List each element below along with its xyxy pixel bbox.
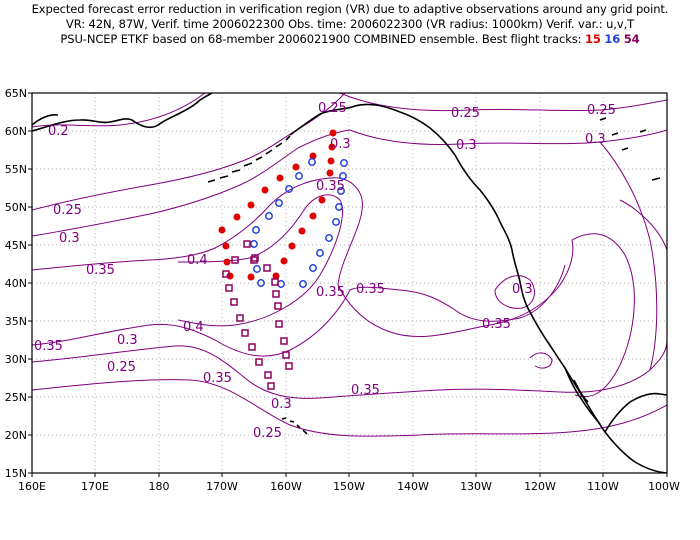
baja bbox=[564, 367, 601, 425]
contour-label: 0.3 bbox=[59, 231, 80, 246]
contour-0.25-right bbox=[619, 199, 667, 251]
header-tracks-line: PSU-NCEP ETKF based on 68-member 2006021… bbox=[0, 32, 700, 47]
contour-labels: 0.25 0.25 0.25 0.2 0.3 0.3 0.25 0.3 0.35… bbox=[34, 101, 616, 441]
contour-label: 0.35 bbox=[316, 179, 345, 194]
lon-label: 160W bbox=[270, 480, 302, 493]
alaska-coast bbox=[32, 93, 213, 132]
contour-label: 0.2 bbox=[48, 124, 69, 139]
lat-label: 65N bbox=[5, 87, 27, 100]
contour-label: 0.35 bbox=[203, 371, 232, 386]
lon-label: 140W bbox=[397, 480, 429, 493]
longitude-labels: 160E 170E 180 170W 160W 150W 140W 130W 1… bbox=[18, 480, 680, 493]
lat-label: 35N bbox=[5, 315, 27, 328]
lat-label: 45N bbox=[5, 239, 27, 252]
siberia-coast bbox=[32, 114, 59, 126]
lon-label: 160E bbox=[18, 480, 46, 493]
contour-label: 0.35 bbox=[356, 282, 385, 297]
lat-label: 15N bbox=[5, 467, 27, 480]
contour-0.4-west bbox=[177, 194, 343, 327]
track-16-label: 16 bbox=[604, 32, 621, 46]
contour-0.35-west bbox=[32, 177, 363, 286]
lon-label: 110W bbox=[587, 480, 619, 493]
contour-0.3-top bbox=[349, 129, 667, 145]
track-15-label: 15 bbox=[585, 32, 601, 46]
contour-label: 0.25 bbox=[53, 203, 82, 218]
contour-0.3-mid bbox=[32, 339, 667, 399]
contour-label: 0.35 bbox=[351, 383, 380, 398]
lon-label: 120W bbox=[524, 480, 556, 493]
contour-label: 0.3 bbox=[456, 138, 477, 153]
contour-0.3-small bbox=[529, 352, 553, 369]
lon-label: 170E bbox=[81, 480, 109, 493]
bc-coast bbox=[499, 221, 667, 473]
header-subtitle: VR: 42N, 87W, Verif. time 2006022300 Obs… bbox=[65, 17, 635, 31]
contour-label: 0.3 bbox=[117, 333, 138, 348]
hudson-area bbox=[599, 117, 661, 181]
verification-region-circle bbox=[675, 238, 700, 328]
contour-label: 0.25 bbox=[253, 426, 282, 441]
lat-label: 50N bbox=[5, 201, 27, 214]
contour-label: 0.35 bbox=[86, 263, 115, 278]
lon-label: 150W bbox=[333, 480, 365, 493]
contour-label: 0.4 bbox=[183, 320, 204, 335]
contour-label: 0.3 bbox=[330, 137, 351, 152]
mexico-coast bbox=[604, 392, 667, 433]
contour-label: 0.35 bbox=[316, 285, 345, 300]
contour-label: 0.3 bbox=[512, 282, 533, 297]
header: Expected forecast error reduction in ver… bbox=[0, 2, 700, 47]
contour-label: 0.25 bbox=[318, 101, 347, 116]
contour-label: 0.4 bbox=[187, 253, 208, 268]
lat-label: 60N bbox=[5, 125, 27, 138]
lat-label: 25N bbox=[5, 391, 27, 404]
lat-label: 40N bbox=[5, 277, 27, 290]
contour-0.35-low bbox=[32, 264, 566, 357]
lon-label: 170W bbox=[206, 480, 238, 493]
contour-label: 0.25 bbox=[587, 103, 616, 118]
lat-label: 55N bbox=[5, 163, 27, 176]
contours bbox=[32, 93, 667, 437]
contour-0.2-north bbox=[32, 93, 206, 128]
contour-label: 0.35 bbox=[482, 317, 511, 332]
aleutians bbox=[207, 135, 291, 183]
contour-label: 0.3 bbox=[585, 132, 606, 147]
contour-label: 0.3 bbox=[271, 397, 292, 412]
contour-0.25-top bbox=[339, 93, 667, 112]
gulf-alaska-coast bbox=[289, 103, 501, 223]
latitude-labels: 15N 20N 25N 30N 35N 40N 45N 50N 55N 60N … bbox=[5, 87, 27, 480]
contour-label: 0.25 bbox=[451, 106, 480, 121]
lon-label: 180 bbox=[149, 480, 170, 493]
header-title: Expected forecast error reduction in ver… bbox=[31, 2, 669, 16]
track-54-label: 54 bbox=[623, 32, 640, 46]
contour-0.25-south bbox=[32, 379, 667, 437]
flight-track-54 bbox=[222, 240, 293, 390]
contour-label: 0.35 bbox=[34, 339, 63, 354]
lon-label: 100W bbox=[648, 480, 680, 493]
tick-marks bbox=[28, 92, 668, 477]
contour-label: 0.25 bbox=[107, 360, 136, 375]
contour-0.35-east bbox=[337, 239, 574, 337]
contour-0.25-west bbox=[32, 93, 346, 211]
contour-0.3-west bbox=[32, 129, 351, 237]
baja-peninsula bbox=[573, 379, 589, 403]
header-ensemble-info: PSU-NCEP ETKF based on 68-member 2006021… bbox=[60, 32, 582, 46]
contour-0.35-right bbox=[571, 233, 635, 398]
flight-track-16 bbox=[250, 158, 348, 288]
contour-0.3-loop bbox=[494, 275, 535, 309]
lat-label: 30N bbox=[5, 353, 27, 366]
flight-track-15 bbox=[218, 129, 337, 281]
lat-label: 20N bbox=[5, 429, 27, 442]
lon-label: 130W bbox=[460, 480, 492, 493]
coastlines bbox=[32, 93, 667, 473]
contour-0.3-right bbox=[599, 141, 658, 371]
grid bbox=[32, 93, 667, 473]
hawaii bbox=[281, 417, 308, 435]
